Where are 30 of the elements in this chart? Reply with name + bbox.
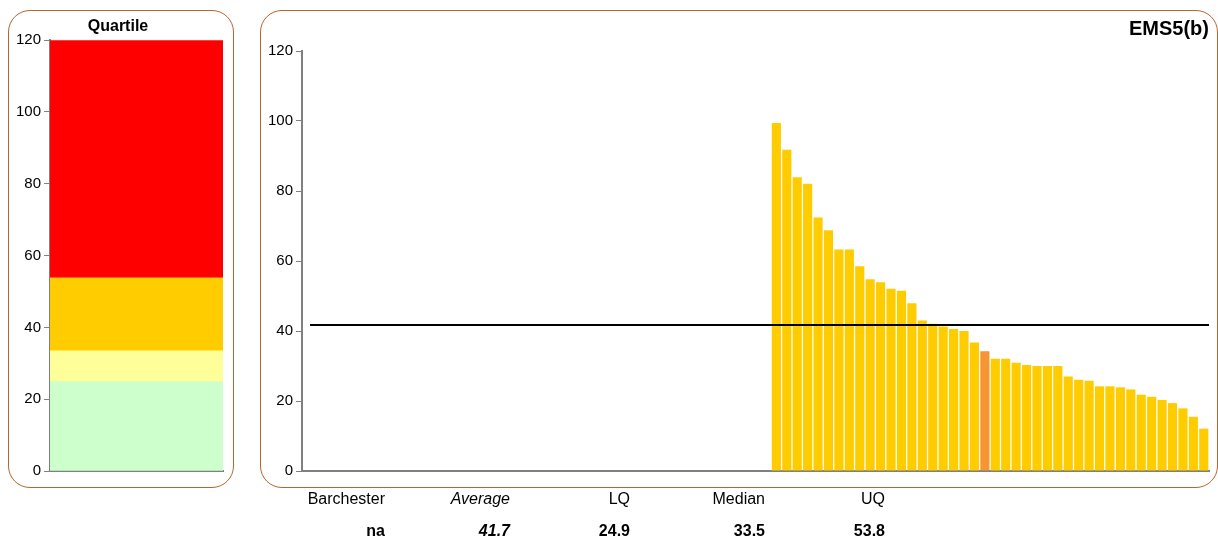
y-tick-label: 100 xyxy=(268,111,294,129)
y-tick-label: 40 xyxy=(24,317,42,335)
text: Average xyxy=(449,490,510,508)
y-tick-label: 60 xyxy=(276,251,294,269)
text: 41.7 xyxy=(477,522,510,540)
y-tick-label: 120 xyxy=(268,41,294,59)
bar xyxy=(980,351,990,471)
bar xyxy=(50,350,223,382)
text: 33.5 xyxy=(732,522,765,540)
y-tick-label: 60 xyxy=(24,245,42,263)
text: Barchester xyxy=(306,490,385,508)
y-tick-label: 20 xyxy=(24,389,42,407)
text: UQ xyxy=(860,490,885,508)
bar xyxy=(50,40,223,279)
y-tick-label: 40 xyxy=(276,321,294,339)
bar xyxy=(50,277,223,352)
text: LQ xyxy=(607,490,630,508)
chart-title: Quartile xyxy=(87,17,149,35)
y-tick-label: 80 xyxy=(24,173,42,191)
chart-title: EMS5(b) xyxy=(1129,16,1209,39)
y-tick-label: 120 xyxy=(16,30,42,48)
y-tick-label: 80 xyxy=(276,181,294,199)
y-tick-label: 20 xyxy=(276,391,294,409)
y-tick-label: 100 xyxy=(16,102,42,120)
text: Median xyxy=(711,490,765,508)
y-tick-label: 0 xyxy=(32,461,42,479)
text: 24.9 xyxy=(597,522,630,540)
text: 53.8 xyxy=(852,522,885,540)
y-tick-label: 0 xyxy=(284,461,294,479)
text: na xyxy=(365,522,385,540)
